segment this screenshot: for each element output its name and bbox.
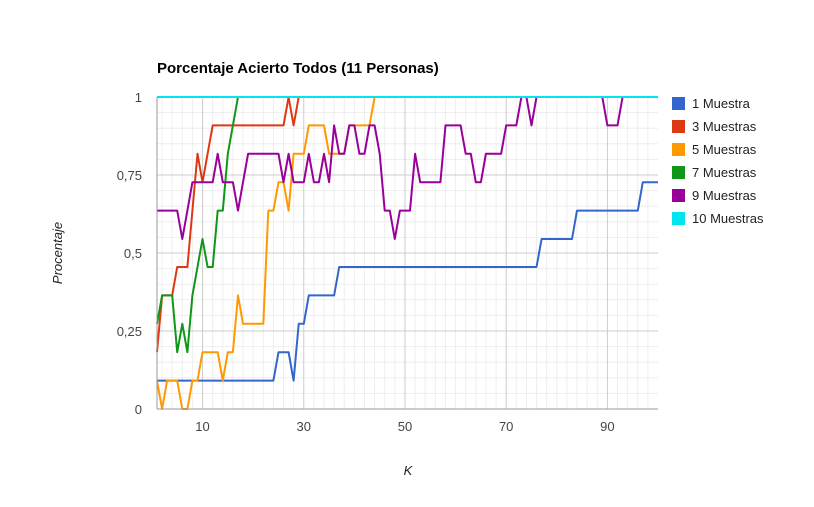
series-lines [156,96,658,410]
legend-swatch [672,212,685,225]
legend-swatch [672,120,685,133]
legend-label: 1 Muestra [692,96,751,111]
chart-title: Porcentaje Acierto Todos (11 Personas) [157,60,439,77]
gridlines [157,96,658,410]
legend-label: 5 Muestras [692,142,757,157]
legend-swatch [672,189,685,202]
x-tick-label: 50 [398,419,412,434]
y-tick-label: 1 [135,90,142,105]
y-tick-label: 0 [135,402,142,417]
y-axis-title: Procentaje [50,222,65,284]
y-tick-label: 0,75 [117,168,142,183]
legend-label: 7 Muestras [692,165,757,180]
legend-swatch [672,97,685,110]
legend-swatch [672,143,685,156]
y-tick-label: 0,5 [124,246,142,261]
y-tick-label: 0,25 [117,324,142,339]
legend-swatch [672,166,685,179]
x-axis-title: K [404,463,414,478]
series-line-1-muestra [157,181,658,382]
x-tick-label: 90 [600,419,614,434]
series-line-9-muestras [157,96,658,240]
x-tick-label: 70 [499,419,513,434]
legend: 1 Muestra 3 Muestras 5 Muestras 7 Muestras 9… [672,96,764,226]
x-tick-label: 10 [195,419,209,434]
legend-label: 9 Muestras [692,188,757,203]
legend-label: 10 Muestras [692,211,764,226]
axes: 10 30 50 70 90 0 0,25 0,5 0,75 1 [117,90,658,434]
legend-label: 3 Muestras [692,119,757,134]
series-line-3-muestras [156,96,300,353]
x-tick-label: 30 [297,419,311,434]
